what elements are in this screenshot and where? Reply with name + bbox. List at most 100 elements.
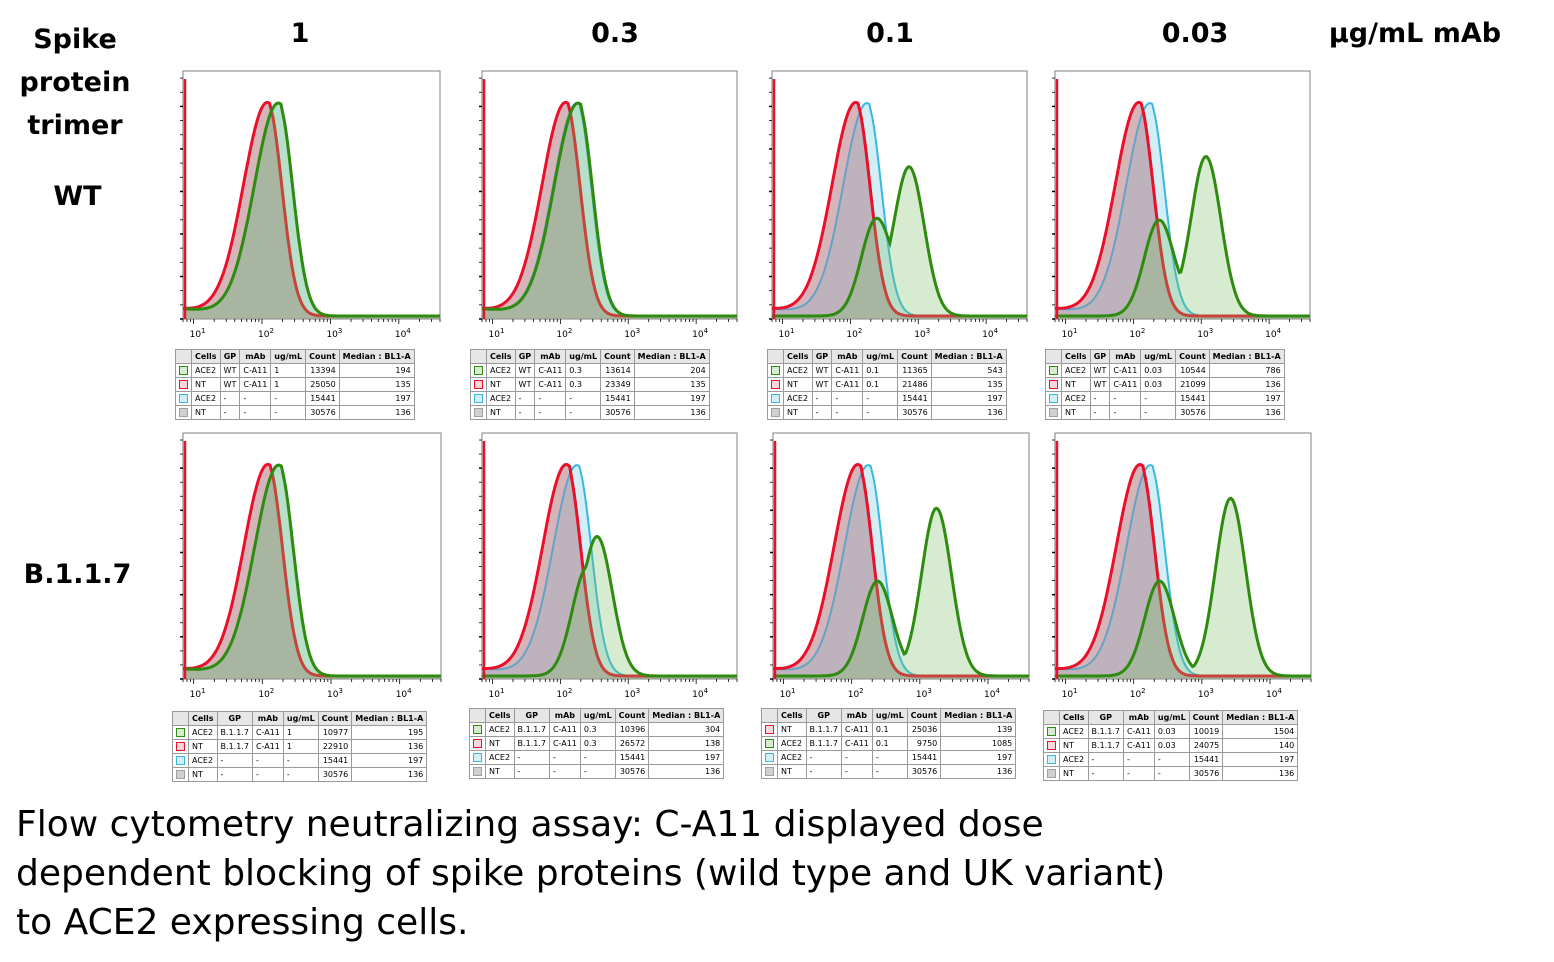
x-tick-label: 103 <box>624 327 640 340</box>
caption-line: to ACE2 expressing cells. <box>16 902 469 943</box>
legend-cell-cells: ACE2 <box>1059 724 1089 739</box>
conc-header-0.3: 0.3 <box>591 18 639 49</box>
legend-cell-ugml: - <box>871 764 908 779</box>
legend-cell-cells: NT <box>485 764 515 779</box>
legend-cell-cells: NT <box>777 764 807 779</box>
legend-cell-gp: - <box>1089 405 1111 420</box>
legend-row: NT - - -30576 136 <box>767 405 1007 420</box>
legend-cell-cells: NT <box>1061 377 1091 392</box>
legend-cell-median: 195 <box>351 725 428 740</box>
plot-frame <box>481 70 738 320</box>
legend-cell-gp: B.1.1.7 <box>1087 724 1124 739</box>
legend-header-row: Cells GP mAb ug/mL Count Median : BL1-A <box>172 711 428 726</box>
histogram-fill-ace2-control <box>482 103 737 319</box>
legend-swatch-cell <box>1045 405 1062 420</box>
legend-cell-mab: C-A11 <box>534 377 567 392</box>
legend-cell-median: 786 <box>1208 363 1285 378</box>
legend-swatch <box>474 380 483 389</box>
legend-cell-median: 136 <box>633 405 710 420</box>
legend-row: NT B.1.1.7 C-A11 1 22910 136 <box>172 739 428 754</box>
legend-cell-mab: C-A11 <box>831 363 864 378</box>
legend-header-cell: ug/mL <box>579 708 616 723</box>
legend-header-cell <box>1045 349 1062 364</box>
histogram-fill-ace2-mab <box>183 103 440 319</box>
legend-header-cell: Count <box>614 708 650 723</box>
legend-header-cell: Count <box>1188 710 1224 725</box>
legend-cell-ugml: 0.03 <box>1153 738 1190 753</box>
legend-cell-count: 15441 <box>600 391 635 406</box>
row-title: Spike protein trimer <box>10 18 140 147</box>
legend-header-cell <box>469 708 486 723</box>
x-tick-label: 104 <box>396 687 412 700</box>
legend-cell-count: 13614 <box>600 363 635 378</box>
x-tick-label: 104 <box>1266 687 1282 700</box>
legend-swatch-cell <box>1045 363 1062 378</box>
histogram-plot: 101 102 103 104 <box>180 432 442 700</box>
legend-cell-cells: NT <box>188 739 218 754</box>
legend-cell-count: 30576 <box>1188 766 1224 781</box>
legend-cell-mab: - <box>548 764 581 779</box>
legend-cell-mab: - <box>239 405 272 420</box>
legend-cell-ugml: - <box>282 753 319 768</box>
legend-cell-gp: - <box>1087 752 1124 767</box>
legend-cell-count: 25050 <box>305 377 340 392</box>
plot-frame <box>182 70 441 320</box>
legend-cell-cells: NT <box>783 377 813 392</box>
legend-cell-ugml: - <box>565 405 602 420</box>
legend-swatch <box>1049 366 1058 375</box>
legend-header-cell: Cells <box>1061 349 1091 364</box>
legend-swatch-cell <box>1045 377 1062 392</box>
legend-row: NT - - -30576 136 <box>470 405 710 420</box>
legend-header-row: Cells GP mAb ug/mL Count Median : BL1-A <box>469 708 725 723</box>
histogram-fill-nt-mab <box>772 102 1027 319</box>
legend-swatch <box>771 394 780 403</box>
legend-cell-ugml: 1 <box>282 739 319 754</box>
legend-cell-gp: - <box>805 764 842 779</box>
legend-table: Cells GP mAb ug/mL Count Median : BL1-A NT B.1.… <box>761 708 1017 779</box>
legend-cell-cells: NT <box>486 405 516 420</box>
legend-row: ACE2 B.1.1.7 C-A11 0.3 10396 304 <box>469 722 725 737</box>
legend-cell-mab: - <box>548 750 581 765</box>
legend-swatch <box>474 366 483 375</box>
x-tick-label: 104 <box>984 687 1000 700</box>
legend-header-cell: GP <box>514 349 536 364</box>
x-tick-label: 103 <box>624 687 640 700</box>
legend-cell-count: 15441 <box>1175 391 1210 406</box>
row-label-b117: B.1.1.7 <box>23 559 132 590</box>
histogram-line-ace2-mab <box>182 101 440 318</box>
legend-cell-count: 13394 <box>305 363 340 378</box>
row-title-line: trimer <box>27 110 123 141</box>
figure-caption: Flow cytometry neutralizing assay: C-A11… <box>16 800 1516 947</box>
row-label-wt: WT <box>53 181 102 212</box>
legend-table: Cells GP mAb ug/mL Count Median : BL1-A ACE2 B.… <box>1043 710 1299 781</box>
histogram-fill-ace2-mab <box>482 103 737 319</box>
histogram-fill-ace2-mab <box>772 166 1027 319</box>
legend-row: NT - - -30576 136 <box>761 764 1017 779</box>
legend-cell-median: 138 <box>648 736 725 751</box>
legend-header-row: Cells GP mAb ug/mL Count Median : BL1-A <box>470 349 710 364</box>
legend-header-cell: Cells <box>191 349 221 364</box>
legend-cell-median: 1504 <box>1222 724 1299 739</box>
x-tick-label: 103 <box>327 687 343 700</box>
legend-header-cell: Count <box>897 349 932 364</box>
legend-cell-mab: C-A11 <box>548 722 581 737</box>
conc-header-0.03: 0.03 <box>1161 18 1229 49</box>
plot-frame <box>481 432 738 680</box>
legend-swatch <box>179 380 188 389</box>
x-tick-label: 104 <box>982 327 998 340</box>
legend-cell-ugml: - <box>1140 405 1177 420</box>
histogram-fill-ace2-mab <box>482 536 737 679</box>
legend-swatch-cell <box>1043 738 1060 753</box>
legend-cell-gp: - <box>216 753 253 768</box>
legend-swatch <box>179 394 188 403</box>
legend-cell-gp: WT <box>514 363 536 378</box>
legend-cell-cells: ACE2 <box>1059 752 1089 767</box>
legend-cell-ugml: - <box>579 764 616 779</box>
histogram-fill-nt-control <box>1055 464 1311 679</box>
legend-row: ACE2- - -15441 197 <box>470 391 710 406</box>
legend-cell-count: 10977 <box>317 725 353 740</box>
legend-cell-count: 15441 <box>305 391 340 406</box>
x-tick-label: 101 <box>190 327 206 340</box>
legend-header-cell <box>1043 710 1060 725</box>
legend-cell-gp: WT <box>811 363 833 378</box>
